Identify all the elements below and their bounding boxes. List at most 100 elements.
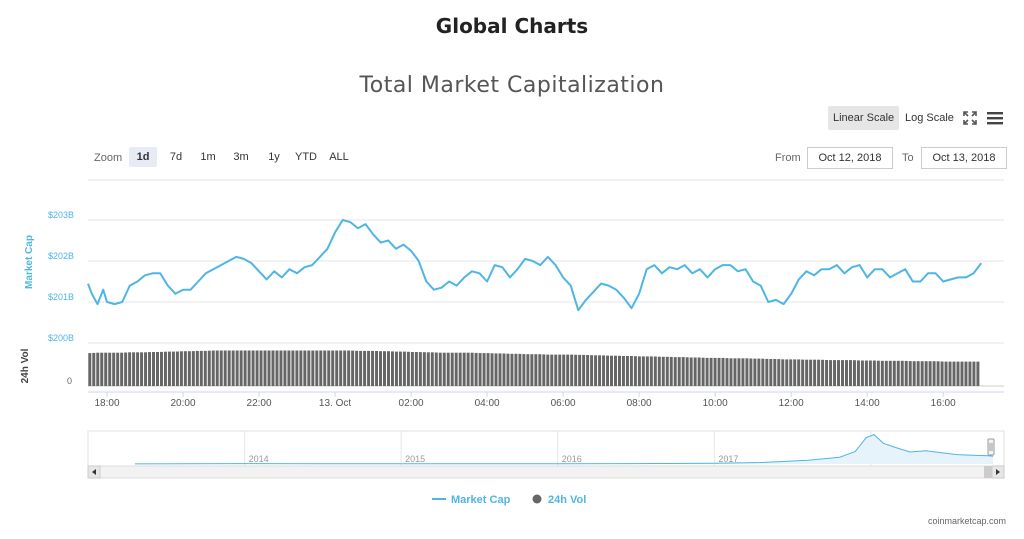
fullscreen-icon[interactable]	[962, 110, 978, 126]
navigator-handle[interactable]	[987, 438, 995, 456]
zoom-ytd-button[interactable]: YTD	[295, 151, 317, 163]
zoom-3m-button[interactable]: 3m	[233, 151, 249, 163]
volume-bar	[506, 353, 510, 386]
volume-bar	[422, 352, 426, 386]
zoom-1d-button[interactable]: 1d	[129, 147, 157, 167]
volume-bar	[195, 350, 199, 386]
volume-bar	[904, 360, 908, 386]
volume-bar	[956, 361, 960, 386]
zoom-label: Zoom	[94, 152, 123, 164]
scrollbar-thumb[interactable]	[984, 466, 992, 478]
scrollbar[interactable]	[87, 465, 1005, 479]
to-date-input[interactable]: Oct 13, 2018	[921, 147, 1007, 169]
volume-bar	[128, 352, 132, 386]
volume-bar	[940, 361, 944, 386]
legend-item-market-cap[interactable]: Market Cap	[432, 494, 511, 506]
x-tick-label: 22:00	[247, 398, 272, 409]
volume-bar	[434, 352, 438, 386]
volume-bar	[223, 350, 227, 386]
volume-bar	[793, 359, 797, 386]
volume-bar	[231, 350, 235, 386]
navigator-year-label: 2016	[562, 454, 582, 464]
volume-bar	[669, 356, 673, 386]
volume-bar	[163, 351, 167, 386]
volume-bar	[283, 350, 287, 386]
volume-bar	[614, 355, 617, 386]
y-tick-label: $203B	[48, 210, 74, 220]
volume-bar	[156, 352, 159, 386]
volume-bar	[100, 352, 104, 386]
gridlines	[88, 219, 1004, 344]
volume-bar	[932, 361, 936, 386]
volume-bar	[518, 353, 522, 386]
volume-bar	[546, 354, 550, 386]
vol-axis-title: 24h Vol	[20, 348, 31, 383]
volume-bar	[924, 361, 928, 386]
zoom-all-button[interactable]: ALL	[329, 151, 349, 163]
chart-title: Total Market Capitalization	[359, 73, 665, 98]
volume-bar	[785, 359, 789, 386]
y-axis-ticks: $200B $201B $202B $203B	[48, 210, 74, 343]
volume-bar	[900, 360, 904, 386]
x-tick-label: 06:00	[551, 398, 576, 409]
volume-bar	[530, 354, 534, 386]
volume-bar	[259, 350, 263, 386]
zoom-7d-button[interactable]: 7d	[169, 151, 183, 163]
volume-bar	[829, 360, 833, 386]
volume-bar	[414, 352, 418, 386]
volume-bar	[136, 352, 140, 386]
arrow-left-icon	[92, 469, 96, 475]
volume-bar	[534, 354, 538, 386]
volume-bar	[761, 358, 765, 386]
legend-dot-swatch	[532, 494, 542, 504]
volume-bar	[148, 352, 152, 386]
from-date-input[interactable]: Oct 12, 2018	[807, 147, 893, 169]
volume-bar	[709, 357, 713, 386]
volume-bar	[872, 360, 876, 386]
legend-item-24h-vol[interactable]: 24h Vol	[532, 494, 587, 506]
zoom-1m-button[interactable]: 1m	[200, 151, 216, 163]
volume-bar	[554, 354, 558, 386]
volume-bar	[367, 350, 371, 386]
scrollbar-track[interactable]	[87, 465, 1005, 479]
linear-scale-button[interactable]: Linear Scale	[828, 106, 900, 130]
volume-bar	[327, 350, 331, 386]
volume-bar	[617, 355, 621, 386]
x-tick-label: 13. Oct	[319, 398, 351, 409]
volume-bar	[251, 350, 255, 386]
volume-bar	[797, 359, 801, 386]
volume-bar	[347, 350, 351, 386]
x-tick-label: 08:00	[627, 398, 652, 409]
zoom-1y-button[interactable]: 1y	[268, 151, 280, 163]
volume-bar	[96, 352, 100, 386]
volume-bar	[247, 350, 251, 386]
volume-bar	[610, 355, 613, 386]
volume-bar	[717, 357, 721, 386]
volume-bar	[486, 353, 490, 386]
volume-bar	[339, 350, 343, 386]
volume-bar	[789, 359, 793, 386]
navigator[interactable]: 20142015201620172018	[87, 430, 1005, 467]
volume-bar	[159, 351, 163, 386]
volume-bar	[681, 357, 685, 386]
volume-bar	[514, 353, 518, 386]
volume-bar	[864, 360, 868, 386]
volume-bar	[598, 355, 602, 386]
volume-bar	[227, 350, 231, 386]
volume-bar	[773, 359, 777, 386]
volume-bar	[311, 350, 315, 386]
volume-bar	[657, 356, 661, 386]
volume-bar	[175, 351, 179, 386]
hamburger-menu-icon[interactable]	[986, 110, 1004, 126]
volume-bar	[88, 353, 92, 386]
volume-bar	[641, 356, 645, 386]
volume-bar	[841, 360, 844, 386]
volume-bar	[402, 351, 406, 386]
y-tick-label: $200B	[48, 333, 74, 343]
volume-bar	[920, 361, 924, 386]
volume-bar	[498, 353, 502, 386]
log-scale-button[interactable]: Log Scale	[905, 112, 954, 124]
volume-bar	[458, 352, 462, 386]
volume-bar	[267, 350, 271, 386]
volume-bar	[239, 350, 243, 386]
